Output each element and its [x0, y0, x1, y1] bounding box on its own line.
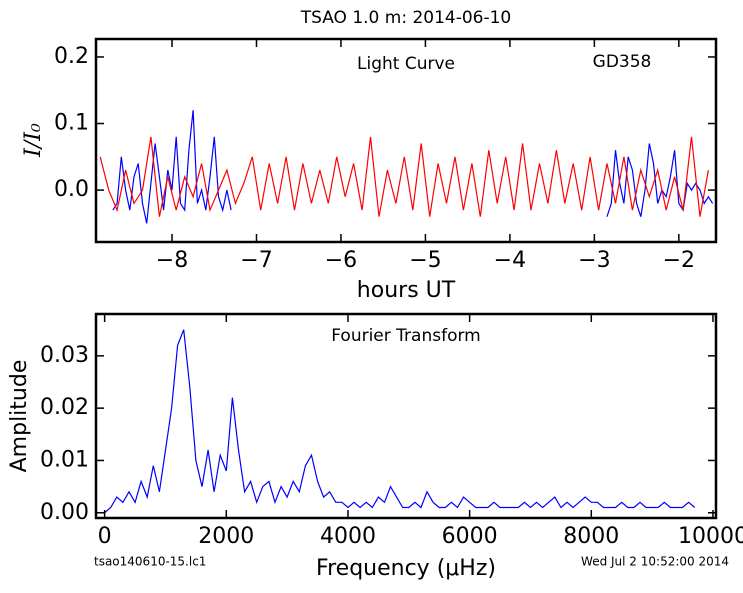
axes-frame: [94, 312, 718, 520]
y-tick-label: 0.02: [40, 395, 89, 420]
x-tick-label: 4000: [320, 524, 376, 549]
y-tick-label: 0.1: [54, 111, 89, 136]
x-axis-label: hours UT: [357, 278, 456, 303]
x-tick-label: −2: [663, 248, 695, 273]
x-tick-label: −8: [156, 248, 188, 273]
x-tick-label: 10000: [678, 524, 743, 549]
y-axis-label: Amplitude: [7, 360, 32, 473]
y-axis-label: I/I₀: [21, 123, 46, 158]
axes-frame: [94, 37, 718, 244]
x-tick-label: −7: [240, 248, 272, 273]
chart-title: TSAO 1.0 m: 2014-06-10: [300, 8, 512, 28]
annotation: Fourier Transform: [331, 326, 480, 346]
x-tick-label: 6000: [442, 524, 498, 549]
x-axis-label: Frequency (μHz): [316, 556, 496, 581]
annotation: Light Curve: [357, 54, 455, 74]
x-tick-label: 2000: [198, 524, 254, 549]
x-tick-label: −4: [494, 248, 526, 273]
footer-right: Wed Jul 2 10:52:00 2014: [581, 555, 729, 569]
y-tick-label: 0.2: [54, 44, 89, 69]
data-line: [112, 110, 714, 224]
y-tick-label: 0.03: [40, 343, 89, 368]
y-tick-label: 0.01: [40, 447, 89, 472]
footer-left: tsao140610-15.lc1: [94, 555, 206, 569]
annotation: GD358: [593, 52, 652, 72]
data-line: [104, 329, 696, 514]
x-tick-label: 0: [98, 524, 112, 549]
data-line: [99, 136, 709, 217]
x-tick-label: −6: [325, 248, 357, 273]
x-tick-label: −5: [409, 248, 441, 273]
x-tick-label: −3: [578, 248, 610, 273]
x-tick-label: 8000: [563, 524, 619, 549]
y-tick-label: 0.00: [40, 500, 89, 525]
y-tick-label: 0.0: [54, 177, 89, 202]
